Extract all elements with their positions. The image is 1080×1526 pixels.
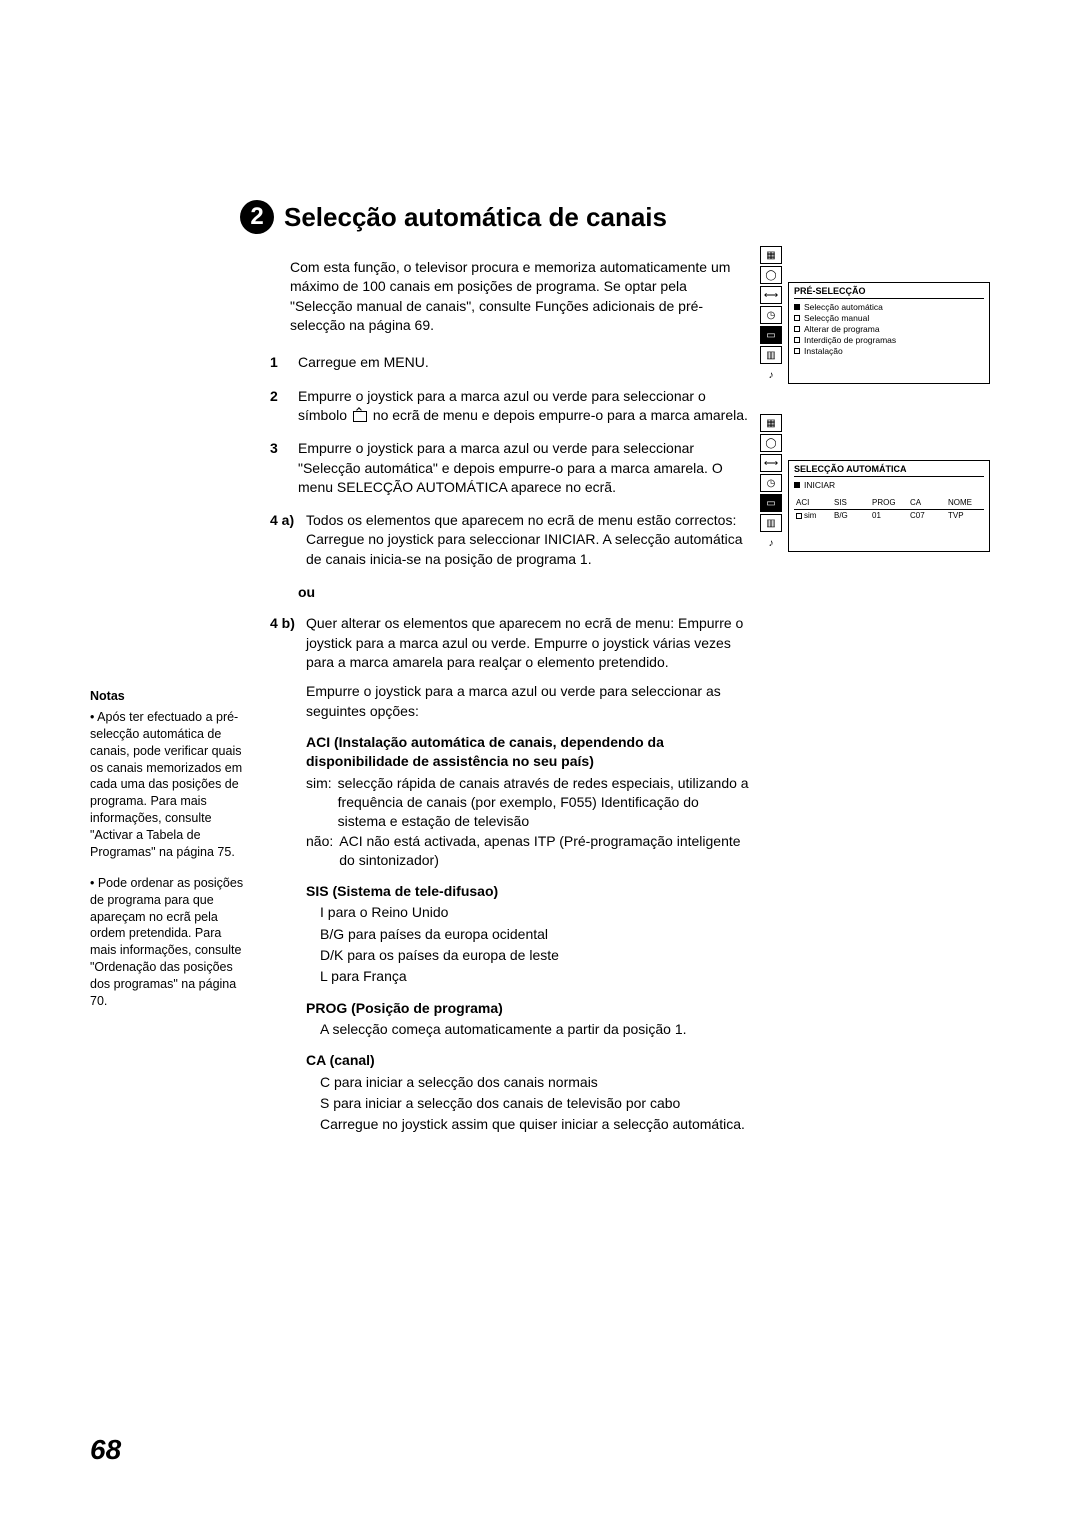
tbl-h-2: PROG: [870, 497, 908, 509]
bullet-icon: [794, 315, 800, 321]
tbl-v-2: 01: [870, 510, 908, 522]
aci-sim-text: selecção rápida de canais através de red…: [338, 774, 750, 832]
step-num-4a: 4 a): [270, 511, 298, 569]
menu1-title: PRÉ-SELECÇÃO: [794, 286, 984, 299]
menu-icon-6: ▥: [760, 346, 782, 364]
aci-nao-text: ACI não está activada, apenas ITP (Pré-p…: [339, 832, 750, 871]
menu-icon-5-selected: ▭: [760, 494, 782, 512]
ca-l2: S para iniciar a selecção dos canais de …: [320, 1094, 750, 1113]
main-content: Com esta função, o televisor procura e m…: [270, 258, 750, 1151]
bullet-icon: [794, 326, 800, 332]
menu-preseleccao: ▦ ◯ ⟷ ◷ ▭ ▥ ♪ PRÉ-SELECÇÃO Selecção auto…: [760, 246, 990, 384]
bullet-fill-icon: [794, 304, 800, 310]
menu-icon-4: ◷: [760, 306, 782, 324]
menu1-item-1: Selecção manual: [804, 313, 869, 324]
step4b-p2: Empurre o joystick para a marca azul ou …: [306, 682, 750, 721]
ca-head: CA (canal): [306, 1051, 750, 1070]
menu1-item-0: Selecção automática: [804, 302, 883, 313]
menu-icon-3: ⟷: [760, 286, 782, 304]
notas-heading: Notas: [90, 688, 250, 705]
tbl-v-3: C07: [908, 510, 946, 522]
step-num-3: 3: [270, 439, 290, 497]
step-num-2: 2: [270, 387, 290, 426]
nota-1: • Após ter efectuado a pré-selecção auto…: [90, 709, 250, 861]
tbl-v-4: TVP: [946, 510, 984, 522]
sis-l2: B/G para países da europa ocidental: [320, 925, 750, 944]
step-text-4a: Todos os elementos que aparecem no ecrã …: [306, 511, 750, 569]
prog-head: PROG (Posição de programa): [306, 999, 750, 1018]
sis-head: SIS (Sistema de tele-difusao): [306, 882, 750, 901]
ca-l3: Carregue no joystick assim que quiser in…: [320, 1115, 750, 1134]
menu-icon-4: ◷: [760, 474, 782, 492]
intro-text: Com esta função, o televisor procura e m…: [290, 258, 750, 335]
nota-2: • Pode ordenar as posições de programa p…: [90, 875, 250, 1010]
menu-icon-6: ▥: [760, 514, 782, 532]
step-text-3: Empurre o joystick para a marca azul ou …: [298, 439, 750, 497]
menu1-item-3: Interdição de programas: [804, 335, 896, 346]
sidebar-notes: Notas • Após ter efectuado a pré-selecçã…: [90, 258, 250, 1151]
tbl-h-1: SIS: [832, 497, 870, 509]
page-number: 68: [90, 1434, 121, 1466]
menu-icon-1: ▦: [760, 246, 782, 264]
page-title: Selecção automática de canais: [284, 202, 667, 233]
bullet-fill-icon: [794, 482, 800, 488]
section-badge: 2: [240, 200, 274, 234]
tv-symbol-icon: [353, 411, 367, 422]
ou-label: ou: [298, 583, 750, 602]
step-text-4b: Quer alterar os elementos que aparecem n…: [306, 614, 750, 1136]
aci-sim-label: sim:: [306, 774, 332, 832]
menu2-iniciar: INICIAR: [804, 480, 835, 491]
step-num-4b: 4 b): [270, 614, 298, 1136]
menu-icon-2: ◯: [760, 434, 782, 452]
ca-l1: C para iniciar a selecção dos canais nor…: [320, 1073, 750, 1092]
menu-icon-7: ♪: [760, 366, 782, 384]
tbl-h-4: NOME: [946, 497, 984, 509]
aci-nao-label: não:: [306, 832, 333, 871]
sis-l3: D/K para os países da europa de leste: [320, 946, 750, 965]
tbl-h-0: ACI: [794, 497, 832, 509]
step2-part-b: no ecrã de menu e depois empurre-o para …: [373, 407, 748, 423]
bullet-icon: [794, 337, 800, 343]
menu2-title: SELECÇÃO AUTOMÁTICA: [794, 464, 984, 477]
menu-seleccao-automatica: ▦ ◯ ⟷ ◷ ▭ ▥ ♪ SELECÇÃO AUTOMÁTICA INICIA…: [760, 414, 990, 552]
tbl-h-3: CA: [908, 497, 946, 509]
bullet-icon: [796, 513, 802, 519]
prog-l1: A selecção começa automaticamente a part…: [320, 1020, 750, 1039]
sis-l1: I para o Reino Unido: [320, 903, 750, 922]
tbl-v-0: sim: [804, 511, 816, 521]
menu-icon-5-selected: ▭: [760, 326, 782, 344]
menu1-item-4: Instalação: [804, 346, 843, 357]
step4b-p1: Quer alterar os elementos que aparecem n…: [306, 614, 750, 672]
menu-icon-3: ⟷: [760, 454, 782, 472]
step-text-2: Empurre o joystick para a marca azul ou …: [298, 387, 750, 426]
step-text-1: Carregue em MENU.: [298, 353, 750, 372]
menu-icon-7: ♪: [760, 534, 782, 552]
menu1-item-2: Alterar de programa: [804, 324, 880, 335]
menu-icon-1: ▦: [760, 414, 782, 432]
sis-l4: L para França: [320, 967, 750, 986]
bullet-icon: [794, 348, 800, 354]
step-num-1: 1: [270, 353, 290, 372]
aci-head: ACI (Instalação automática de canais, de…: [306, 733, 750, 772]
menu-icon-2: ◯: [760, 266, 782, 284]
tbl-v-1: B/G: [832, 510, 870, 522]
